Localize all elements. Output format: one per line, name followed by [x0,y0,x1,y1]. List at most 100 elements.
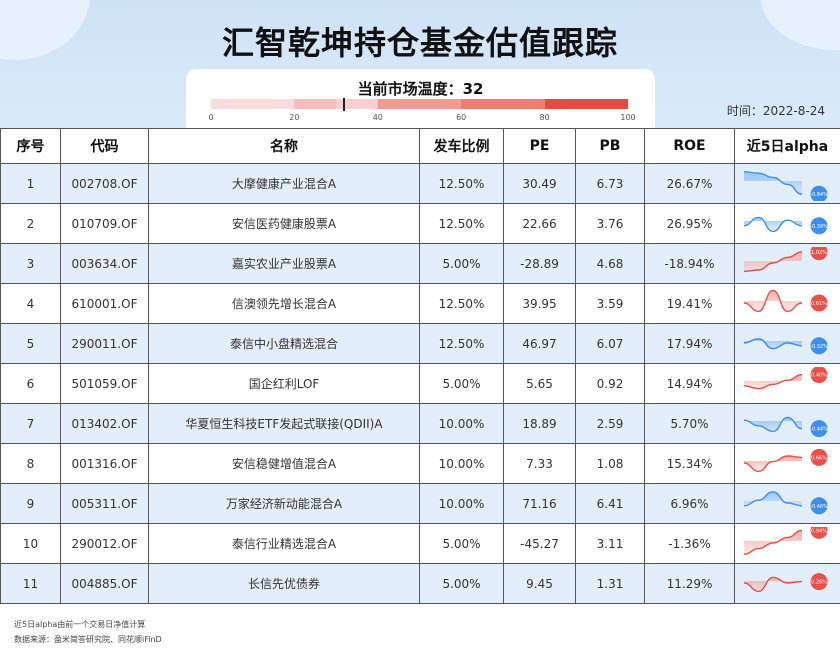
cell-ratio: 10.00% [419,443,504,484]
sparkline-line [743,373,802,389]
cell-index: 5 [0,323,61,364]
header-alpha: 近5日alpha [734,128,840,164]
cell-pb: 1.08 [575,443,645,484]
cell-code: 005311.OF [60,483,149,524]
alpha-badge-dot [810,246,827,260]
alpha-sparkline-icon: -0.84% [743,170,828,201]
table-row[interactable]: 2 010709.OF 安信医药健康股票A 12.50% 22.66 3.76 26.95%… [0,203,840,244]
header-name: 名称 [148,128,420,164]
page-title: 汇智乾坤持仓基金估值跟踪 [221,24,618,62]
cell-name: 信澳领先增长混合A [148,283,420,324]
alpha-badge-dot [810,526,827,539]
sparkline-area [743,576,802,591]
sparkline-area [743,491,802,506]
table-row[interactable]: 8 001316.OF 安信稳健增值混合A 10.00% 7.33 1.08 15.34% 0… [0,443,840,484]
cell-index: 1 [0,163,61,204]
cell-index: 11 [0,563,61,604]
cell-roe: 6.96% [644,483,735,524]
cell-alpha-sparkline: 0.61% [734,283,840,324]
table-row[interactable]: 7 013402.OF 华夏恒生科技ETF发起式联接(QDII)A 10.00% 18.… [0,403,840,444]
table-row[interactable]: 11 004885.OF 长信先优债券 5.00% 9.45 1.31 11.29% 0.26… [0,563,840,604]
cell-pb: 0.92 [575,363,645,404]
sparkline-line [743,337,802,349]
cell-alpha-sparkline: -0.46% [734,483,840,524]
table-row[interactable]: 9 005311.OF 万家经济新动能混合A 10.00% 71.16 6.41 6.96%… [0,483,840,524]
alpha-badge-value: 0.61% [811,301,827,307]
cell-alpha-sparkline: -0.44% [734,403,840,444]
alpha-badge-dot [810,496,827,514]
sparkline-area [743,374,802,389]
header-roe: ROE [644,128,735,164]
header-code: 代码 [60,128,149,164]
cell-roe: 11.29% [644,563,735,604]
alpha-badge-dot [810,216,827,234]
cell-code: 004885.OF [60,563,149,604]
update-date: 时间：2022-8-24 [726,104,825,118]
cell-name: 大摩健康产业混合A [148,163,420,204]
cell-index: 3 [0,243,61,284]
table-row[interactable]: 5 290011.OF 泰信中小盘精选混合 12.50% 46.97 6.07 17.94%… [0,323,840,364]
cell-pb: 2.59 [575,403,645,444]
cell-pe: 30.49 [503,163,576,204]
cell-name: 国企红利LOF [148,363,420,404]
temperature-segment [377,99,462,109]
alpha-badge: -0.39% [810,216,828,234]
table-row[interactable]: 4 610001.OF 信澳领先增长混合A 12.50% 39.95 3.59 19.41%… [0,283,840,324]
cell-pb: 6.41 [575,483,645,524]
cell-alpha-sparkline: -0.32% [734,323,840,364]
alpha-sparkline-icon: 0.26% [743,572,827,592]
alpha-sparkline-icon: 1.02% [743,246,827,272]
cell-alpha-sparkline: 0.26% [734,563,840,604]
sparkline-line [743,170,802,195]
cell-name: 嘉实农业产业股票A [148,243,420,284]
cell-name: 泰信中小盘精选混合 [148,323,420,364]
cell-alpha-sparkline: 0.66% [734,443,840,484]
sparkline-area [743,251,802,271]
sparkline-area [743,289,802,311]
cell-index: 10 [0,523,61,564]
alpha-badge-dot [810,366,827,383]
sparkline-line [743,576,802,592]
header-ratio: 发车比例 [419,128,504,164]
table-row[interactable]: 1 002708.OF 大摩健康产业混合A 12.50% 30.49 6.73 26.67%… [0,163,840,204]
table-header-row: 序号 代码 名称 发车比例 PE PB ROE 近5日alpha [0,128,840,164]
alpha-badge-value: 0.26% [811,579,827,585]
cell-name: 泰信行业精选混合A [148,523,420,564]
cell-pe: -28.89 [503,243,576,284]
alpha-badge-dot [810,336,827,354]
sparkline-area [743,455,802,471]
cell-ratio: 12.50% [419,203,504,244]
cell-ratio: 12.50% [419,283,504,324]
market-temperature-card: 当前市场温度：32 0 20 40 60 80 100 [186,69,655,131]
alpha-badge-dot [810,419,827,437]
temperature-segment [544,99,628,109]
alpha-sparkline-icon: 0.94% [743,526,827,555]
cell-alpha-sparkline: -0.84% [734,163,840,204]
table-row[interactable]: 3 003634.OF 嘉实农业产业股票A 5.00% -28.89 4.68 -18.94… [0,243,840,284]
alpha-badge: 0.66% [810,448,827,466]
cell-ratio: 10.00% [419,483,504,524]
cell-pb: 1.31 [575,563,645,604]
cell-pe: 46.97 [503,323,576,364]
cell-pb: 6.73 [575,163,645,204]
alpha-badge: 1.02% [810,246,827,260]
table-row[interactable]: 6 501059.OF 国企红利LOF 5.00% 5.65 0.92 14.94% 0.40… [0,363,840,404]
cell-code: 001316.OF [60,443,149,484]
cell-ratio: 5.00% [419,523,504,564]
cell-pe: 22.66 [503,203,576,244]
cell-alpha-sparkline: 0.40% [734,363,840,404]
cell-index: 9 [0,483,61,524]
cell-roe: 26.95% [644,203,735,244]
market-temperature-label: 当前市场温度：32 [357,80,484,98]
cell-pe: -45.27 [503,523,576,564]
table-row[interactable]: 10 290012.OF 泰信行业精选混合A 5.00% -45.27 3.11 -1.36… [0,523,840,564]
alpha-sparkline-icon: -0.44% [743,416,828,437]
cell-code: 290012.OF [60,523,149,564]
cell-pe: 71.16 [503,483,576,524]
cell-roe: 26.67% [644,163,735,204]
alpha-badge-value: -0.84% [810,192,828,198]
temperature-segment [294,99,337,109]
temperature-gauge [211,99,628,109]
sparkline-line [743,250,802,272]
sparkline-line [743,490,802,506]
